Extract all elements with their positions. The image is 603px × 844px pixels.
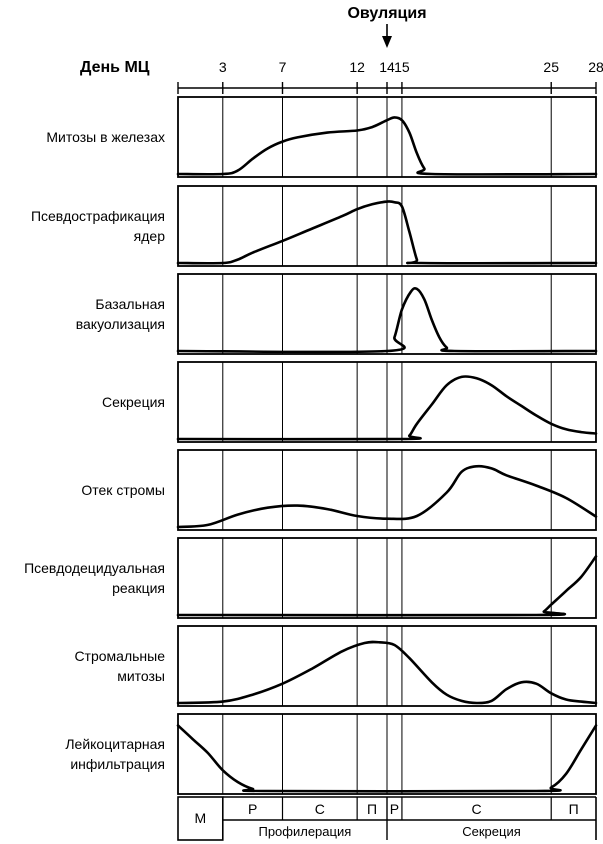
phase-cell-m <box>177 796 224 841</box>
panel-label: Лейкоцитарная <box>65 736 165 752</box>
phase-cell-label: П <box>569 801 579 817</box>
day-tick-label: 25 <box>543 59 559 75</box>
phase-cell-label: М <box>195 810 207 826</box>
day-tick-label: 3 <box>219 59 227 75</box>
panel-label: вакуолизация <box>76 316 165 332</box>
day-tick-label: 7 <box>279 59 287 75</box>
panel-label: ядер <box>134 228 166 244</box>
phase-cell-label: С <box>472 801 482 817</box>
phase-cell-label: П <box>367 801 377 817</box>
panel-label: Псевдострафикация <box>31 208 165 224</box>
day-tick-label: 14 <box>379 59 395 75</box>
panel-label: Митозы в железах <box>46 129 165 145</box>
phase-group-label: Профилерация <box>258 824 351 839</box>
phase-cell-label: Р <box>390 801 399 817</box>
day-axis-label: День МЦ <box>80 59 150 76</box>
panel-label: митозы <box>117 668 165 684</box>
phase-group-label: Секреция <box>462 824 521 839</box>
series-curve <box>176 286 598 354</box>
day-tick-label: 12 <box>349 59 365 75</box>
panel-label: Отек стромы <box>81 482 165 498</box>
series-curve <box>176 200 598 265</box>
panel-label: Стромальные <box>74 648 165 664</box>
panel-label: Секреция <box>102 394 165 410</box>
series-curve <box>176 640 598 705</box>
series-curve <box>176 116 598 176</box>
day-tick-label: 28 <box>588 59 603 75</box>
panel-label: Псевдодецидуальная <box>24 560 165 576</box>
ovulation-label: Овуляция <box>347 5 426 22</box>
series-curve <box>176 464 598 529</box>
phase-cell-label: Р <box>248 801 257 817</box>
series-curve <box>176 375 598 441</box>
series-curve <box>176 724 598 793</box>
day-tick-label: 15 <box>394 59 410 75</box>
panel-label: реакция <box>112 580 165 596</box>
series-curve <box>176 555 598 617</box>
panel-label: Базальная <box>95 296 165 312</box>
ovulation-arrow-head <box>382 36 392 48</box>
panel-label: инфильтрация <box>70 756 165 772</box>
phase-cell-label: С <box>315 801 325 817</box>
